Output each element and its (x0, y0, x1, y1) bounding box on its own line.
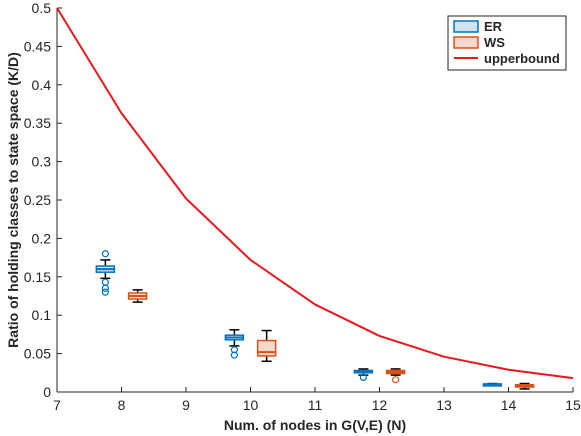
y-tick-label: 0.4 (32, 77, 52, 93)
ws-outlier (392, 376, 400, 384)
x-tick-label: 9 (182, 397, 190, 413)
er-outlier (230, 351, 238, 359)
y-tick-label: 0.5 (32, 0, 52, 16)
legend-swatch-er (453, 20, 479, 33)
x-tick-label: 8 (118, 397, 126, 413)
ws-box-group (385, 368, 406, 384)
ws-box-group (127, 289, 148, 303)
y-tick-label: 0 (43, 384, 51, 400)
y-tick-label: 0.2 (32, 230, 52, 246)
legend-label-ws: WS (484, 35, 505, 50)
y-tick-label: 0.25 (24, 192, 51, 208)
ws-box-group (256, 329, 277, 363)
legend-label-er: ER (484, 19, 503, 34)
legend-swatch-ws (453, 36, 479, 49)
y-tick-label: 0.35 (24, 115, 51, 131)
er-box-group (224, 329, 245, 359)
y-tick-label: 0.05 (24, 346, 51, 362)
x-tick-label: 15 (565, 397, 581, 413)
y-tick-label: 0.3 (32, 154, 52, 170)
x-tick-label: 13 (436, 397, 452, 413)
er-outlier (359, 373, 367, 382)
ws-box (256, 339, 277, 357)
er-box-group (353, 368, 374, 382)
chart-marks (56, 7, 574, 390)
ws-box-group (514, 382, 535, 390)
er-outlier (101, 284, 109, 292)
legend-label-upperbound: upperbound (484, 51, 560, 66)
y-axis-label: Ratio of holding classes to state space … (5, 52, 21, 348)
plot-background (57, 8, 573, 392)
x-tick-label: 7 (53, 397, 61, 413)
y-tick-label: 0.15 (24, 269, 51, 285)
upperbound-line (56, 7, 574, 380)
x-axis-label: Num. of nodes in G(V,E) (N) (224, 417, 406, 433)
er-outlier (101, 288, 109, 296)
er-outlier (101, 250, 109, 258)
axes: 7 8 9 10 11 12 13 14 15 0 0.05 0.1 0.15 0.2 0.25 0.3 0.3… (24, 0, 581, 413)
er-outlier (230, 346, 238, 354)
x-tick-label: 11 (308, 397, 323, 413)
y-tick-label: 0.45 (24, 38, 51, 54)
x-tick-label: 14 (501, 397, 517, 413)
er-box-group (95, 250, 116, 296)
y-tick-label: 0.1 (32, 307, 52, 323)
er-box-group (482, 382, 503, 387)
plot-area (57, 8, 573, 392)
x-tick-label: 10 (243, 397, 259, 413)
x-tick-label: 12 (372, 397, 388, 413)
